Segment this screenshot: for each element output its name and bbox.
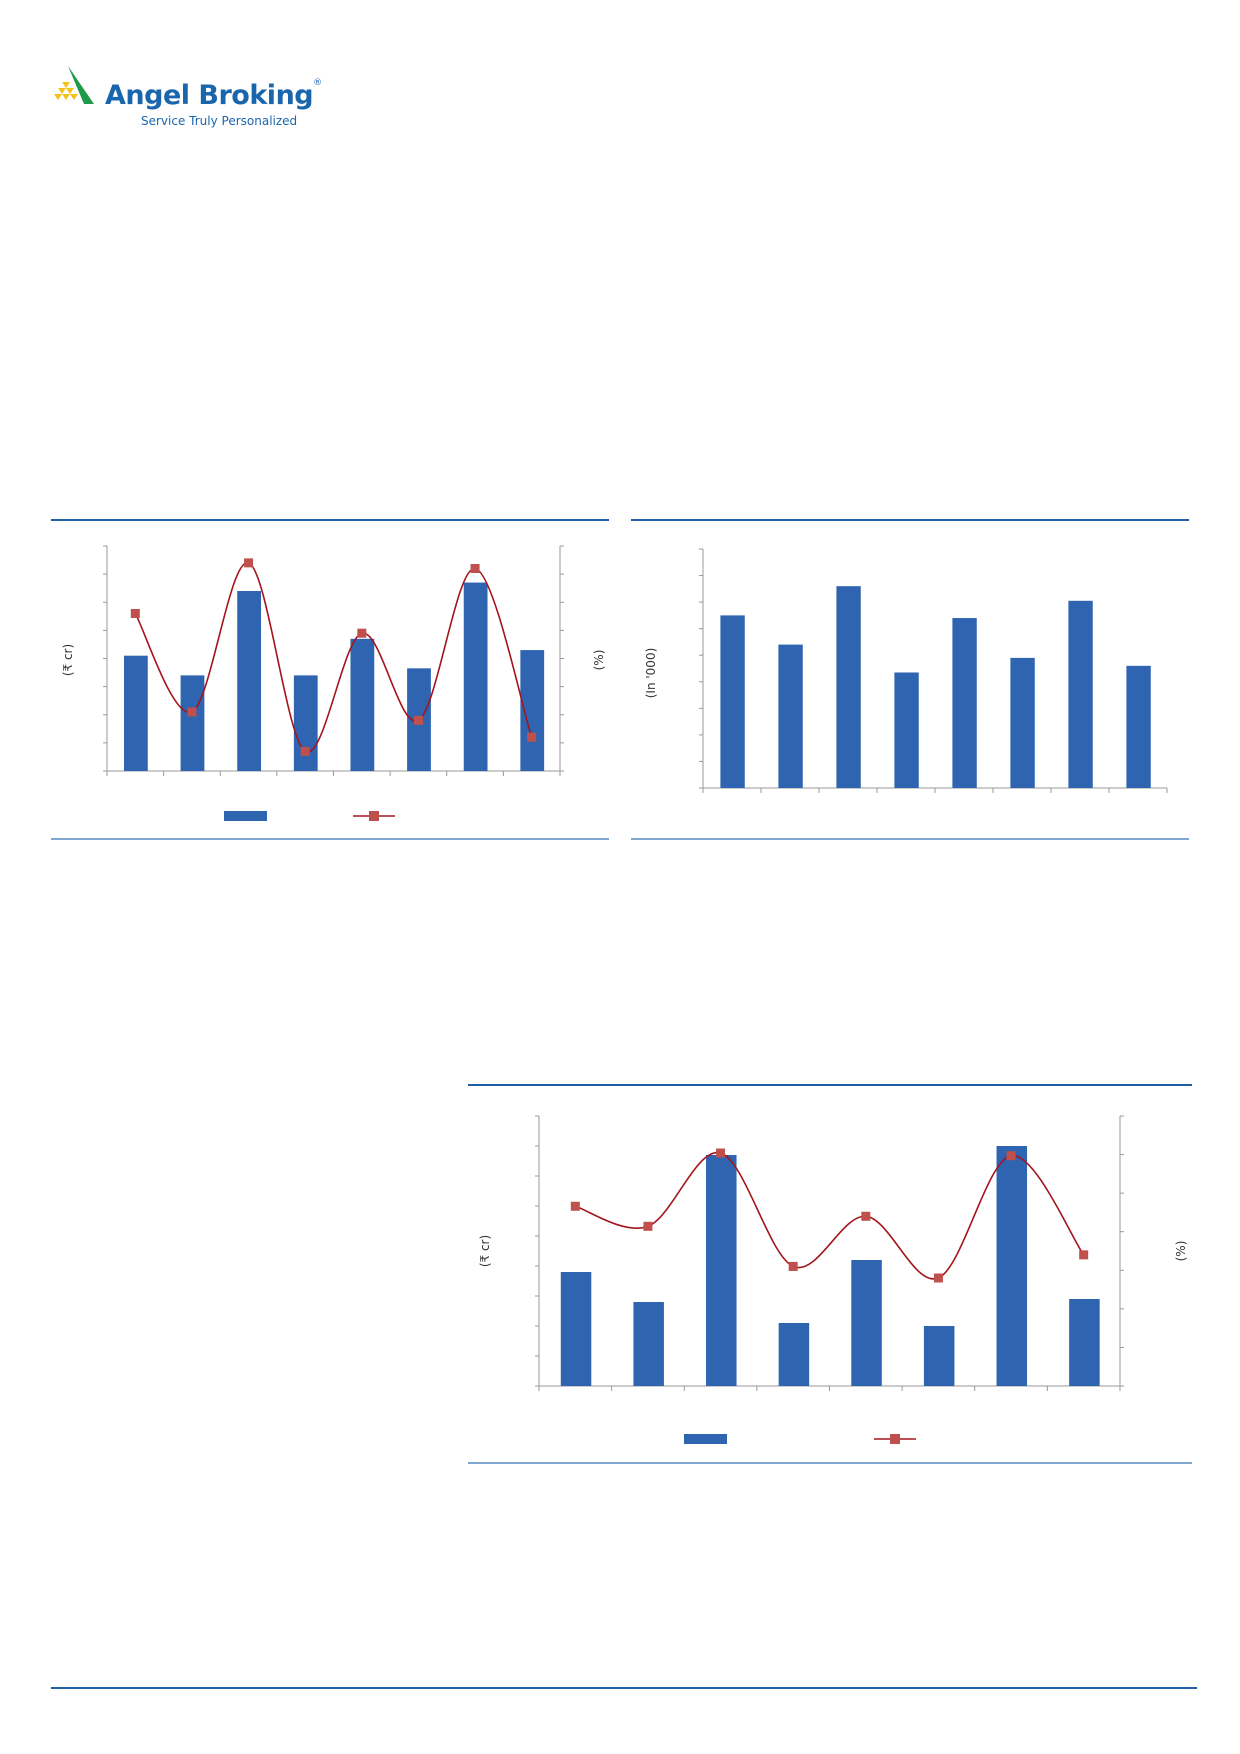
bar xyxy=(633,1302,664,1386)
chart3-top-rule xyxy=(468,1084,1192,1086)
bar xyxy=(923,1326,955,1386)
bar xyxy=(123,655,148,771)
legend-bar-swatch xyxy=(684,1434,727,1444)
bar xyxy=(778,1323,810,1386)
bar xyxy=(1010,657,1035,788)
bar xyxy=(1068,600,1093,788)
line-marker xyxy=(861,1211,871,1221)
bar xyxy=(463,582,488,771)
chart1-top-rule xyxy=(51,519,609,521)
footer-rule xyxy=(51,1687,1197,1689)
legend xyxy=(684,1434,916,1444)
legend-line-marker xyxy=(369,811,379,821)
line-marker xyxy=(357,628,367,638)
line-marker xyxy=(244,558,254,568)
bar xyxy=(1126,665,1151,788)
line-marker xyxy=(130,609,140,618)
chart-1: (₹ cr) (%) xyxy=(61,545,606,821)
bar xyxy=(952,618,977,788)
bar xyxy=(1069,1299,1100,1386)
line-marker xyxy=(933,1273,943,1283)
chart2-top-rule xyxy=(631,519,1189,521)
series-line xyxy=(134,562,533,753)
chart-2: (In '000) xyxy=(644,548,1168,793)
line-marker xyxy=(1079,1250,1089,1260)
brand-name: Angel Broking® xyxy=(105,78,322,111)
y-axis-label: (In '000) xyxy=(644,648,658,699)
bar xyxy=(996,1146,1028,1386)
bar xyxy=(851,1260,882,1386)
line-marker xyxy=(570,1201,580,1211)
bar xyxy=(720,615,745,788)
bar xyxy=(237,591,262,771)
legend xyxy=(224,811,395,821)
bar xyxy=(180,675,205,771)
line-marker xyxy=(643,1221,653,1231)
bar xyxy=(836,586,861,788)
bar xyxy=(706,1155,737,1386)
line-marker xyxy=(413,715,423,725)
legend-line-marker xyxy=(890,1434,900,1444)
chart-3: (₹ cr) (%) xyxy=(478,1115,1188,1444)
y-axis-label: (₹ cr) xyxy=(478,1235,492,1267)
line-marker xyxy=(1006,1151,1016,1161)
series-line xyxy=(575,1152,1085,1280)
line-marker xyxy=(788,1261,798,1271)
line-marker xyxy=(470,564,480,573)
bar xyxy=(293,675,318,771)
y2-axis-label: (%) xyxy=(1174,1241,1188,1262)
bar xyxy=(350,638,375,771)
y2-axis-label: (%) xyxy=(592,650,606,671)
line-marker xyxy=(716,1148,726,1158)
chart1-bottom-rule xyxy=(51,838,609,840)
brand-tagline: Service Truly Personalized xyxy=(141,114,298,128)
bar xyxy=(778,644,803,788)
bar xyxy=(894,672,919,788)
bar xyxy=(560,1272,592,1386)
bar xyxy=(520,650,545,771)
line-marker xyxy=(187,707,197,717)
line-marker xyxy=(527,732,537,742)
chart2-bottom-rule xyxy=(631,838,1189,840)
legend-bar-swatch xyxy=(224,811,267,821)
line-marker xyxy=(300,746,310,756)
chart3-bottom-rule xyxy=(468,1462,1192,1464)
y-axis-label: (₹ cr) xyxy=(61,644,75,676)
angel-logo-icon xyxy=(54,66,94,104)
